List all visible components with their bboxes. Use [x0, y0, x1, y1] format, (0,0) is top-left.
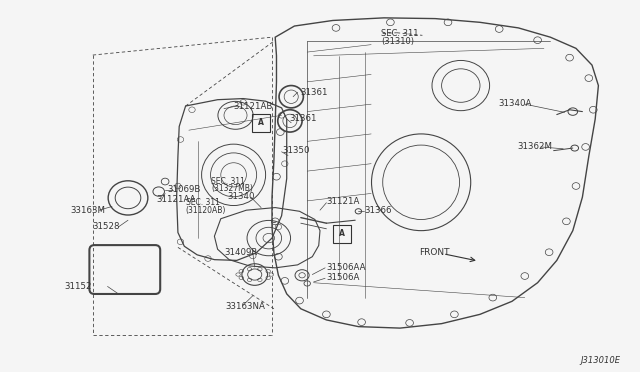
- Text: 31361: 31361: [289, 114, 317, 123]
- Text: SEC. 311: SEC. 311: [186, 198, 220, 207]
- Text: A: A: [339, 229, 346, 238]
- Text: 31362M: 31362M: [517, 142, 552, 151]
- Text: 31366: 31366: [365, 206, 392, 215]
- Text: 31069B: 31069B: [168, 185, 201, 194]
- Text: 33163NA: 33163NA: [225, 302, 265, 311]
- Text: 31121A: 31121A: [326, 197, 360, 206]
- Text: 31350: 31350: [283, 146, 310, 155]
- Text: 31409R: 31409R: [224, 248, 257, 257]
- Text: 31361: 31361: [301, 88, 328, 97]
- Text: 33163M: 33163M: [70, 206, 106, 215]
- Text: 31506A: 31506A: [326, 273, 360, 282]
- Text: (31120AB): (31120AB): [186, 206, 226, 215]
- Text: A: A: [258, 118, 264, 127]
- Text: 31340A: 31340A: [498, 99, 531, 108]
- Text: 31152: 31152: [64, 282, 92, 291]
- Text: SEC. 311: SEC. 311: [211, 177, 245, 186]
- Text: SEC. 311: SEC. 311: [381, 29, 419, 38]
- Text: 31506AA: 31506AA: [326, 263, 366, 272]
- Text: (31310): (31310): [381, 37, 415, 46]
- Text: J313010E: J313010E: [581, 356, 621, 365]
- Text: (31327MB): (31327MB): [211, 185, 253, 193]
- Text: FRONT: FRONT: [419, 248, 450, 257]
- Text: 31528: 31528: [93, 222, 120, 231]
- Text: 31121AB: 31121AB: [234, 102, 273, 110]
- Text: 31340: 31340: [227, 192, 255, 201]
- Text: 31121AA: 31121AA: [157, 195, 196, 203]
